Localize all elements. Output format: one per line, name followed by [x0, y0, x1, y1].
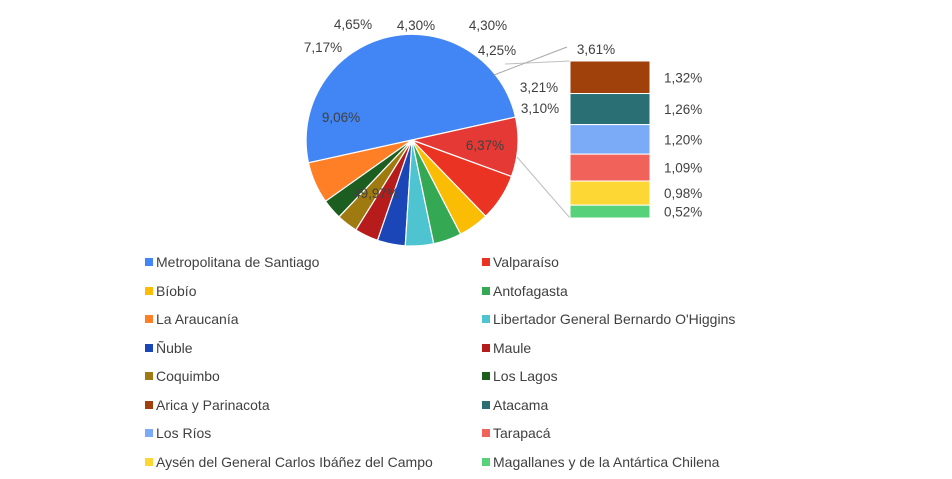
legend-swatch — [145, 258, 153, 266]
leader-line-maule — [493, 46, 568, 76]
legend-item-tarapaca: Tarapacá — [482, 424, 551, 442]
legend-item-los-rios: Los Ríos — [145, 424, 211, 442]
data-labels: 49,97% 6,37% 3,10% 3,21% 3,61% 4,25% 4,30% 4,30… — [304, 17, 702, 220]
legend-item-valparaiso: Valparaíso — [482, 253, 559, 271]
legend-label: Tarapacá — [493, 425, 551, 441]
legend-label: La Araucanía — [156, 311, 239, 327]
legend-swatch — [482, 429, 490, 437]
bar-data-label-tarapaca: 1,09% — [664, 161, 702, 176]
connector-line-bottom — [516, 156, 571, 219]
bar-segment-los-rios — [569, 124, 651, 155]
legend-item-magallanes-y-de-la-antartica-chilena: Magallanes y de la Antártica Chilena — [482, 453, 719, 471]
legend-swatch — [145, 400, 153, 409]
legend-item-libertador-general-bernardo-o-higgins: Libertador General Bernardo O'Higgins — [482, 310, 735, 328]
legend-label: Antofagasta — [493, 282, 568, 299]
pie-data-label-libertador-general-bernardo-o-higgins: 4,30% — [469, 18, 507, 33]
legend-label: Coquimbo — [156, 368, 220, 384]
legend-swatch — [482, 343, 490, 352]
bar-data-label-aysen-del-general-carlos-ibanez-del-campo: 0,98% — [664, 186, 702, 201]
legend-label: Los Ríos — [156, 425, 212, 441]
pie-data-label-los-lagos: 3,10% — [521, 101, 559, 116]
connector-line-top — [504, 60, 571, 65]
legend-item-maule: Maule — [482, 339, 531, 357]
legend-swatch — [482, 258, 490, 266]
bar-segment-tarapaca — [569, 153, 651, 182]
bar-segment-aysen-del-general-carlos-ibanez-del-campo — [569, 180, 651, 206]
legend-label: Los Lagos — [493, 368, 558, 384]
bar-data-label-arica-y-parinacota: 1,32% — [664, 70, 702, 85]
bar-segment-atacama — [569, 93, 651, 126]
pie-data-label-antofagasta: 4,30% — [397, 18, 435, 33]
pie-data-label-la-araucania: 6,37% — [466, 138, 504, 153]
legend-item-nuble: Ñuble — [145, 339, 193, 357]
legend-label: Maule — [493, 339, 532, 356]
bar-segment-magallanes-y-de-la-antartica-chilena — [569, 204, 651, 219]
legend-item-coquimbo: Coquimbo — [145, 367, 220, 385]
legend-label: Libertador General Bernardo O'Higgins — [493, 311, 736, 327]
legend-label: Valparaíso — [493, 254, 559, 270]
pie-data-label-otros: 9,06% — [322, 110, 360, 125]
legend-swatch — [482, 400, 490, 409]
legend-item-la-araucania: La Araucanía — [145, 310, 239, 328]
pie-data-label-maule: 3,61% — [577, 42, 615, 57]
legend-item-atacama: Atacama — [482, 396, 548, 414]
legend-swatch — [145, 429, 153, 437]
legend-label: Aysén del General Carlos Ibáñez del Camp… — [156, 453, 433, 470]
legend-label: Metropolitana de Santiago — [156, 254, 320, 270]
legend-item-arica-y-parinacota: Arica y Parinacota — [145, 396, 270, 414]
legend-swatch — [145, 315, 153, 323]
legend-label: Arica y Parinacota — [156, 396, 270, 413]
legend-swatch — [482, 286, 490, 295]
pie-slice-otros — [409, 116, 519, 178]
pie-data-label-coquimbo: 3,21% — [520, 80, 558, 95]
secondary-bar — [569, 60, 651, 219]
pie-data-label-nuble: 4,25% — [478, 43, 516, 58]
legend-swatch — [145, 457, 153, 466]
legend-item-biobio: Bíobío — [145, 282, 196, 300]
legend-label: Atacama — [493, 396, 549, 413]
legend-swatch — [145, 286, 153, 295]
legend-swatch — [482, 372, 490, 380]
pie-data-label-valparaiso: 7,17% — [304, 40, 342, 55]
legend-label: Ñuble — [156, 339, 193, 356]
legend-swatch — [145, 372, 153, 380]
legend-item-aysen-del-general-carlos-ibanez-del-campo: Aysén del General Carlos Ibáñez del Camp… — [145, 453, 433, 471]
legend-swatch — [145, 343, 153, 352]
legend-swatch — [482, 457, 490, 466]
pie-slice-metropolitana-de-santiago — [305, 33, 517, 164]
bar-data-label-atacama: 1,26% — [664, 102, 702, 117]
legend-label: Magallanes y de la Antártica Chilena — [493, 453, 720, 470]
pie-data-label-metropolitana-de-santiago: 49,97% — [353, 186, 399, 201]
legend-item-antofagasta: Antofagasta — [482, 282, 568, 300]
bar-data-label-los-rios: 1,20% — [664, 132, 702, 147]
pie — [305, 33, 519, 247]
bar-data-label-magallanes-y-de-la-antartica-chilena: 0,52% — [664, 205, 702, 220]
legend-label: Bíobío — [156, 282, 197, 299]
pie-data-label-biobio: 4,65% — [334, 17, 372, 32]
legend-item-metropolitana-de-santiago: Metropolitana de Santiago — [145, 253, 319, 271]
legend-item-los-lagos: Los Lagos — [482, 367, 558, 385]
legend-swatch — [482, 315, 490, 323]
